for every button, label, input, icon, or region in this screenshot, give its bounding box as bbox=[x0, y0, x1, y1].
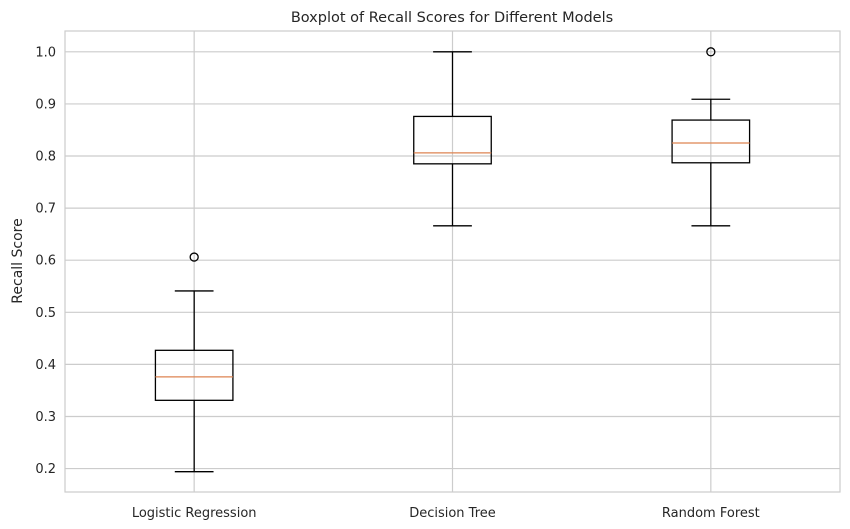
box-group bbox=[154, 252, 234, 473]
y-tick-label: 0.8 bbox=[35, 150, 56, 165]
box-iqr bbox=[154, 349, 234, 401]
y-tick-label: 0.6 bbox=[35, 254, 56, 269]
boxes bbox=[154, 47, 751, 473]
y-tick-label: 0.9 bbox=[35, 97, 56, 112]
outlier-point bbox=[706, 47, 716, 57]
y-axis-label: Recall Score bbox=[10, 218, 26, 303]
y-tick-label: 0.5 bbox=[35, 306, 56, 321]
y-tick-label: 1.0 bbox=[35, 45, 56, 60]
box-iqr bbox=[671, 119, 751, 164]
y-tick-label: 0.7 bbox=[35, 202, 56, 217]
x-tick-label: Logistic Regression bbox=[132, 506, 257, 521]
y-tick-label: 0.4 bbox=[35, 358, 56, 373]
x-tick-labels: Logistic Regression Decision Tree Random F… bbox=[132, 506, 760, 521]
x-tick-label: Random Forest bbox=[662, 506, 760, 521]
y-tick-label: 0.3 bbox=[35, 410, 56, 425]
y-tick-label: 0.2 bbox=[35, 462, 56, 477]
outlier-point bbox=[189, 252, 199, 262]
box-group bbox=[413, 51, 492, 227]
box-iqr bbox=[413, 115, 492, 165]
x-tick-label: Decision Tree bbox=[409, 506, 496, 521]
box-group bbox=[671, 47, 751, 227]
plot-frame bbox=[64, 30, 841, 493]
chart-title: Boxplot of Recall Scores for Different M… bbox=[291, 10, 613, 26]
y-tick-labels: 0.2 0.3 0.4 0.5 0.6 0.7 0.8 0.9 1.0 bbox=[35, 45, 56, 477]
